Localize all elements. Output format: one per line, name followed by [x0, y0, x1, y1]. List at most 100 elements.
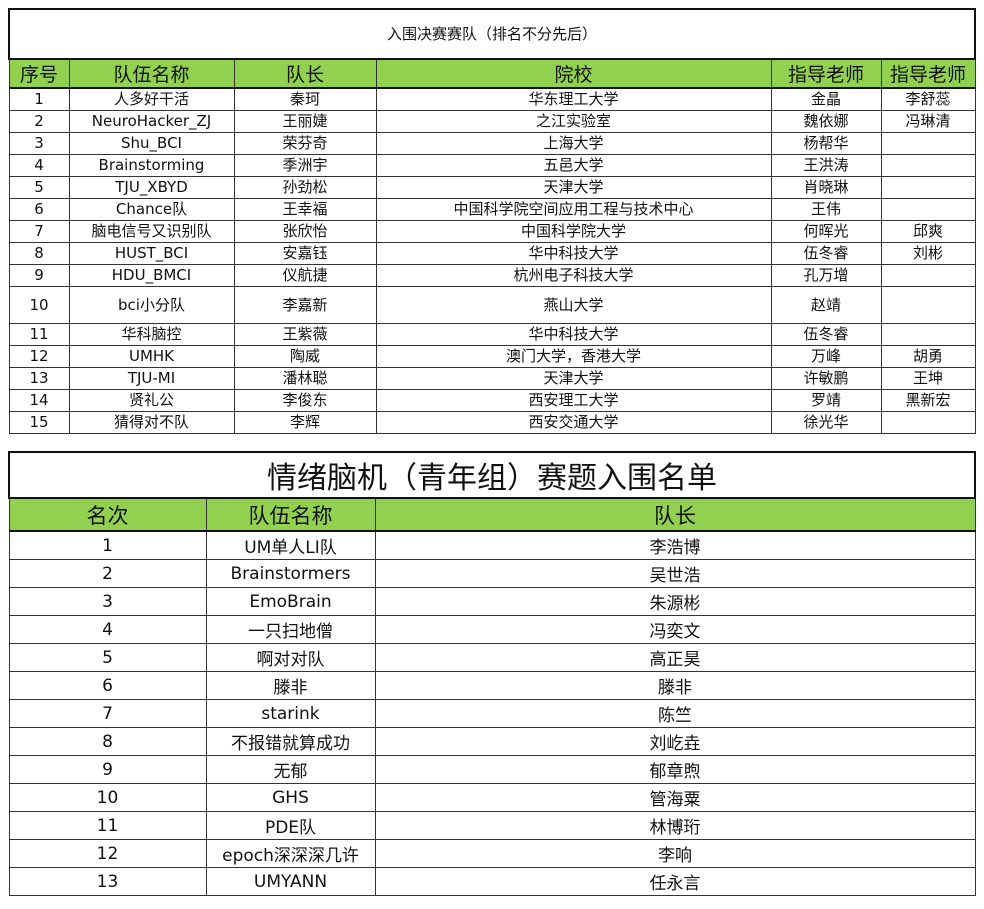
- table-cell: 万峰: [770, 345, 882, 368]
- table-cell: 1: [8, 87, 70, 111]
- table-cell: 仪航捷: [233, 264, 377, 287]
- table-cell: 李辉: [233, 411, 377, 434]
- table-cell: 黑新宏: [880, 389, 976, 412]
- table-cell: [880, 323, 976, 346]
- table-cell: 华中科技大学: [375, 242, 772, 265]
- table-row: 1 UM单人LI队 李浩博: [8, 530, 976, 560]
- table-cell: 13: [8, 367, 70, 390]
- table-row: 10 GHS 管海粟: [8, 783, 976, 812]
- table-cell: 不报错就算成功: [205, 727, 376, 756]
- table-row: 8 不报错就算成功 刘屹垚: [8, 727, 976, 756]
- table-cell: 何晖光: [770, 220, 882, 243]
- table-cell: 天津大学: [375, 176, 772, 199]
- table-cell: 朱源彬: [374, 587, 976, 616]
- table-cell: 徐光华: [770, 411, 882, 434]
- table-cell: UM单人LI队: [205, 530, 376, 560]
- table-cell: 9: [8, 755, 207, 784]
- table-cell: HDU_BMCI: [68, 264, 235, 287]
- table-cell: UMHK: [68, 345, 235, 368]
- table-cell: 啊对对队: [205, 643, 376, 672]
- table-cell: 许敏鹏: [770, 367, 882, 390]
- table-cell: 管海粟: [374, 783, 976, 812]
- table-cell: 吴世浩: [374, 559, 976, 588]
- table-cell: 陈竺: [374, 699, 976, 728]
- table-row: 9 无郁 郁章煦: [8, 755, 976, 784]
- table-row: 3 EmoBrain 朱源彬: [8, 587, 976, 616]
- table-row: 13 UMYANN 任永言: [8, 867, 976, 896]
- table-cell: Chance队: [68, 198, 235, 221]
- table-cell: epoch深深深几许: [205, 839, 376, 868]
- table-row: 6 Chance队 王幸福 中国科学院空间应用工程与技术中心 王伟: [8, 198, 976, 221]
- table-cell: 14: [8, 389, 70, 412]
- table-cell: 肖晓琳: [770, 176, 882, 199]
- table-cell: 滕非: [205, 671, 376, 700]
- column-header: 指导老师: [880, 58, 976, 89]
- column-header: 队伍名称: [68, 58, 235, 89]
- table-cell: 李响: [374, 839, 976, 868]
- table-row: 3 Shu_BCI 荣芬奇 上海大学 杨帮华: [8, 132, 976, 155]
- column-header: 院校: [375, 58, 772, 89]
- table-cell: 之江实验室: [375, 110, 772, 133]
- table-cell: 11: [8, 323, 70, 346]
- table-cell: 滕非: [374, 671, 976, 700]
- table-cell: NeuroHacker_ZJ: [68, 110, 235, 133]
- table-cell: 孙劲松: [233, 176, 377, 199]
- table-cell: 中国科学院空间应用工程与技术中心: [375, 198, 772, 221]
- table-cell: 3: [8, 132, 70, 155]
- table-cell: Shu_BCI: [68, 132, 235, 155]
- table-row: 4 一只扫地僧 冯奕文: [8, 615, 976, 644]
- table-cell: 王丽婕: [233, 110, 377, 133]
- table-cell: 11: [8, 811, 207, 840]
- table-cell: 1: [8, 530, 207, 560]
- table-cell: 8: [8, 242, 70, 265]
- table-row: 5 TJU_XBYD 孙劲松 天津大学 肖晓琳: [8, 176, 976, 199]
- table-cell: 李浩博: [374, 530, 976, 560]
- table-cell: 4: [8, 615, 207, 644]
- table-cell: 陶威: [233, 345, 377, 368]
- table-cell: 郁章煦: [374, 755, 976, 784]
- table-cell: 赵靖: [770, 286, 882, 324]
- table-cell: 7: [8, 220, 70, 243]
- table-cell: 中国科学院大学: [375, 220, 772, 243]
- table-cell: 猜得对不队: [68, 411, 235, 434]
- table-cell: 王洪涛: [770, 154, 882, 177]
- emotion-table: 情绪脑机（青年组）赛题入围名单 名次 队伍名称 队长 1 UM单人LI队 李浩博 2 Bra…: [7, 451, 977, 896]
- table-cell: 5: [8, 176, 70, 199]
- table-row: 4 Brainstorming 季洲宇 五邑大学 王洪涛: [8, 154, 976, 177]
- table-cell: 2: [8, 559, 207, 588]
- table-cell: 秦珂: [233, 87, 377, 111]
- table-cell: TJU_XBYD: [68, 176, 235, 199]
- table-cell: 高正昊: [374, 643, 976, 672]
- table-cell: 伍冬睿: [770, 242, 882, 265]
- table-row: 10 bci小分队 李嘉新 燕山大学 赵靖: [8, 286, 976, 324]
- table-cell: 任永言: [374, 867, 976, 896]
- table-cell: 杭州电子科技大学: [375, 264, 772, 287]
- table-cell: [880, 286, 976, 324]
- table-cell: 9: [8, 264, 70, 287]
- table-cell: 华东理工大学: [375, 87, 772, 111]
- table-cell: 2: [8, 110, 70, 133]
- table-row: 13 TJU-MI 潘林聪 天津大学 许敏鹏 王坤: [8, 367, 976, 390]
- table-cell: Brainstorming: [68, 154, 235, 177]
- table-cell: 贤礼公: [68, 389, 235, 412]
- table-cell: bci小分队: [68, 286, 235, 324]
- table-cell: 伍冬睿: [770, 323, 882, 346]
- table-cell: 张欣怡: [233, 220, 377, 243]
- table-cell: 王紫薇: [233, 323, 377, 346]
- table-row: 9 HDU_BMCI 仪航捷 杭州电子科技大学 孔万增: [8, 264, 976, 287]
- table-cell: 邱爽: [880, 220, 976, 243]
- table-cell: 7: [8, 699, 207, 728]
- table-cell: 王坤: [880, 367, 976, 390]
- table-cell: 4: [8, 154, 70, 177]
- table-cell: 荣芬奇: [233, 132, 377, 155]
- table-cell: 孔万增: [770, 264, 882, 287]
- table-row: 7 starink 陈竺: [8, 699, 976, 728]
- table-cell: 8: [8, 727, 207, 756]
- column-header: 指导老师: [770, 58, 882, 89]
- table-cell: 12: [8, 839, 207, 868]
- table-cell: [880, 264, 976, 287]
- column-header: 序号: [8, 58, 70, 89]
- table-row: 7 脑电信号又识别队 张欣怡 中国科学院大学 何晖光 邱爽: [8, 220, 976, 243]
- table-cell: PDE队: [205, 811, 376, 840]
- table-row: 2 NeuroHacker_ZJ 王丽婕 之江实验室 魏依娜 冯琳清: [8, 110, 976, 133]
